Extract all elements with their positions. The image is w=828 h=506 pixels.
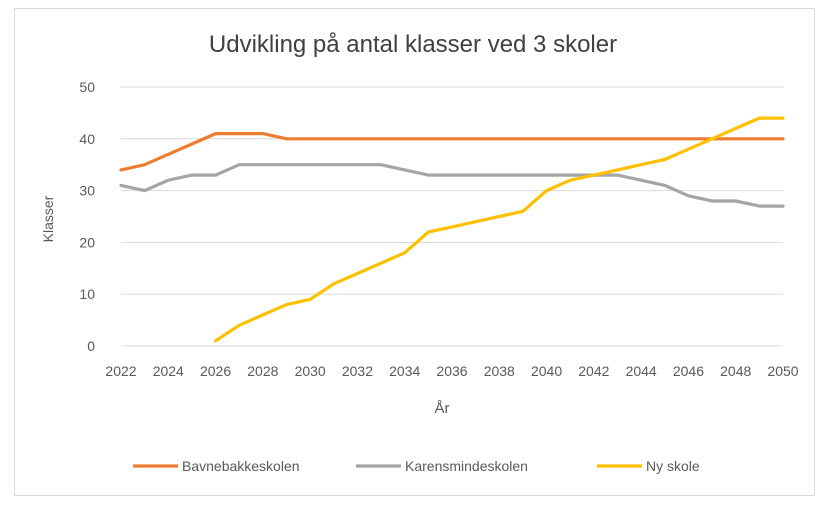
x-tick-label: 2044 [626, 363, 657, 379]
chart-frame: Udvikling på antal klasser ved 3 skoler … [14, 8, 815, 496]
x-tick-label: 2038 [484, 363, 515, 379]
series-line-2 [119, 163, 785, 208]
x-tick-label: 2042 [578, 363, 609, 379]
x-tick-label: 2048 [720, 363, 751, 379]
y-tick-label: 50 [79, 79, 95, 95]
x-tick-label: 2028 [247, 363, 278, 379]
gridlines [121, 86, 783, 347]
line-chart: Udvikling på antal klasser ved 3 skoler … [40, 31, 799, 474]
x-tick-label: 2024 [153, 363, 184, 379]
y-tick-label: 10 [79, 286, 95, 302]
x-tick-label: 2022 [105, 363, 136, 379]
x-tick-label: 2032 [342, 363, 373, 379]
y-tick-label: 20 [79, 234, 95, 250]
y-tick-label: 40 [79, 131, 95, 147]
legend-label: Karensmindeskolen [405, 458, 528, 474]
x-tick-label: 2050 [767, 363, 798, 379]
x-tick-labels: 2022 2024 2026 2028 2030 2032 2034 2036 2038 2040… [105, 363, 798, 379]
x-tick-label: 2026 [200, 363, 231, 379]
series-line-1 [119, 132, 785, 172]
y-axis-label: Klasser [40, 195, 56, 242]
x-tick-label: 2034 [389, 363, 420, 379]
y-tick-label: 0 [87, 338, 95, 354]
series-line-3 [214, 116, 785, 343]
x-tick-label: 2046 [673, 363, 704, 379]
x-axis-label: År [435, 400, 450, 417]
x-tick-label: 2030 [295, 363, 326, 379]
y-tick-labels: 0 10 20 30 40 50 [79, 79, 95, 354]
series-lines [119, 116, 785, 343]
legend-label: Ny skole [646, 458, 700, 474]
x-tick-label: 2036 [436, 363, 467, 379]
legend: Bavnebakkeskolen Karensmindeskolen Ny skol… [133, 458, 700, 474]
chart-title: Udvikling på antal klasser ved 3 skoler [209, 31, 617, 58]
y-tick-label: 30 [79, 183, 95, 199]
x-tick-label: 2040 [531, 363, 562, 379]
legend-label: Bavnebakkeskolen [182, 458, 300, 474]
